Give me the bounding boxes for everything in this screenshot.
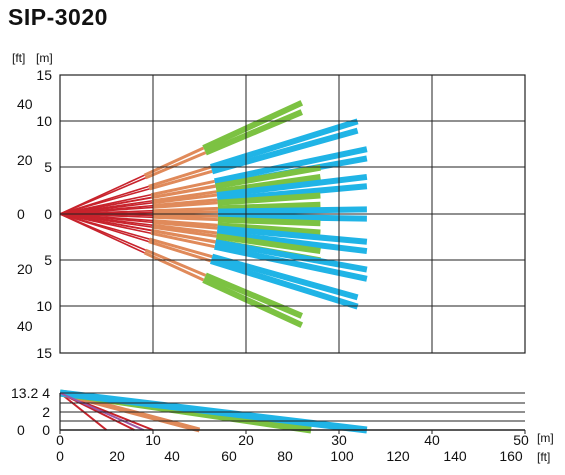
- beam-segment: [152, 219, 218, 227]
- product-title: SIP-3020: [8, 4, 108, 30]
- beam-segment: [152, 206, 219, 213]
- x-ft-tick-label: 100: [330, 448, 354, 464]
- ft-tick-label: 20: [17, 152, 33, 168]
- beam-segment: [151, 184, 216, 200]
- beam-segment: [148, 165, 212, 188]
- beam-segment: [150, 179, 215, 197]
- beam-segment: [59, 188, 150, 215]
- beam-segment: [151, 225, 217, 238]
- beam-segment: [211, 253, 359, 301]
- beam-segment: [217, 216, 321, 227]
- beam-segment: [202, 277, 304, 328]
- beam-segment: [218, 206, 367, 215]
- m-tick-label: 15: [36, 345, 52, 361]
- ft-tick-label: 40: [17, 318, 33, 334]
- ft-tick-label: 20: [17, 261, 33, 277]
- side-m-tick-label: 2: [42, 404, 50, 420]
- beam-segment: [149, 169, 213, 191]
- side-m-tick-label: 0: [42, 422, 50, 438]
- beam-segment: [152, 198, 218, 208]
- m-tick-label: 0: [44, 206, 52, 222]
- beam-segment: [211, 127, 359, 175]
- x-ft-tick-label: 60: [221, 448, 237, 464]
- m-tick-label: 10: [36, 298, 52, 314]
- beam-segment: [145, 151, 207, 180]
- beam-segment: [217, 225, 368, 245]
- beam-segment: [59, 213, 145, 254]
- beam-segment: [152, 223, 218, 235]
- x-m-tick-label: 20: [238, 432, 254, 448]
- x-m-tick-label: 30: [331, 432, 347, 448]
- beam-segment: [152, 201, 218, 209]
- side-m-tick-label: 4: [42, 385, 50, 401]
- top-view-beams: [59, 100, 368, 328]
- x-ft-tick-label: 160: [499, 448, 523, 464]
- side-view-grid: [59, 392, 526, 434]
- beam-segment: [148, 240, 212, 263]
- beam-segment: [217, 192, 321, 206]
- x-ft-tick-label: 40: [164, 448, 180, 464]
- x-ft-tick-label: 20: [109, 448, 125, 464]
- m-tick-label: 5: [44, 252, 52, 268]
- beam-segment: [216, 173, 321, 195]
- beam-segment: [218, 213, 367, 222]
- beam-segment: [216, 173, 368, 199]
- x-ft-tick-label: 0: [56, 448, 64, 464]
- x-m-unit-label: [m]: [537, 431, 554, 445]
- beam-segment: [152, 215, 219, 222]
- beam-segment: [214, 243, 368, 282]
- beam-segment: [59, 177, 146, 215]
- beam-segment: [215, 164, 321, 190]
- m-tick-label: 5: [44, 159, 52, 175]
- beam-segment: [151, 190, 217, 203]
- x-m-tick-label: 40: [424, 432, 440, 448]
- ft-tick-label: 0: [17, 206, 25, 222]
- beam-segment: [59, 213, 150, 243]
- x-ft-tick-label: 140: [443, 448, 467, 464]
- beam-segment: [216, 229, 368, 255]
- beam-segment: [152, 193, 218, 205]
- top-view-grid: [59, 74, 526, 354]
- side-ft-tick-label: 0: [17, 422, 25, 438]
- beam-segment: [149, 237, 213, 259]
- beam-segment: [59, 213, 152, 235]
- beam-segment: [217, 201, 321, 212]
- beam-segment: [151, 229, 216, 244]
- x-ft-tick-label: 120: [386, 448, 410, 464]
- side-ft-tick-label: 13.2: [11, 385, 38, 401]
- beam-segment: [204, 109, 303, 156]
- m-tick-label: 15: [36, 67, 52, 83]
- x-m-tick-label: 50: [513, 432, 529, 448]
- beam-segment: [216, 233, 321, 255]
- beam-segment: [217, 222, 321, 236]
- beam-segment: [152, 213, 219, 218]
- beam-segment: [152, 210, 219, 215]
- x-m-tick-label: 10: [145, 432, 161, 448]
- beam-segment: [214, 146, 368, 185]
- ft-unit-label: [ft]: [12, 51, 25, 65]
- ft-tick-label: 40: [17, 96, 33, 112]
- m-unit-label: [m]: [36, 51, 53, 65]
- beam-segment: [217, 183, 368, 203]
- beam-segment: [215, 239, 368, 273]
- m-tick-label: 10: [36, 113, 52, 129]
- x-ft-unit-label: [ft]: [537, 450, 550, 464]
- beam-segment: [204, 272, 303, 319]
- beam-segment: [143, 251, 205, 282]
- beam-segment: [143, 146, 205, 177]
- beam-segment: [210, 118, 359, 170]
- beam-segment: [202, 100, 304, 151]
- beam-segment: [150, 231, 215, 249]
- x-ft-tick-label: 80: [277, 448, 293, 464]
- beam-segment: [210, 258, 359, 310]
- beam-segment: [152, 220, 218, 230]
- beam-segment: [145, 248, 207, 277]
- x-m-tick-label: 0: [56, 432, 64, 448]
